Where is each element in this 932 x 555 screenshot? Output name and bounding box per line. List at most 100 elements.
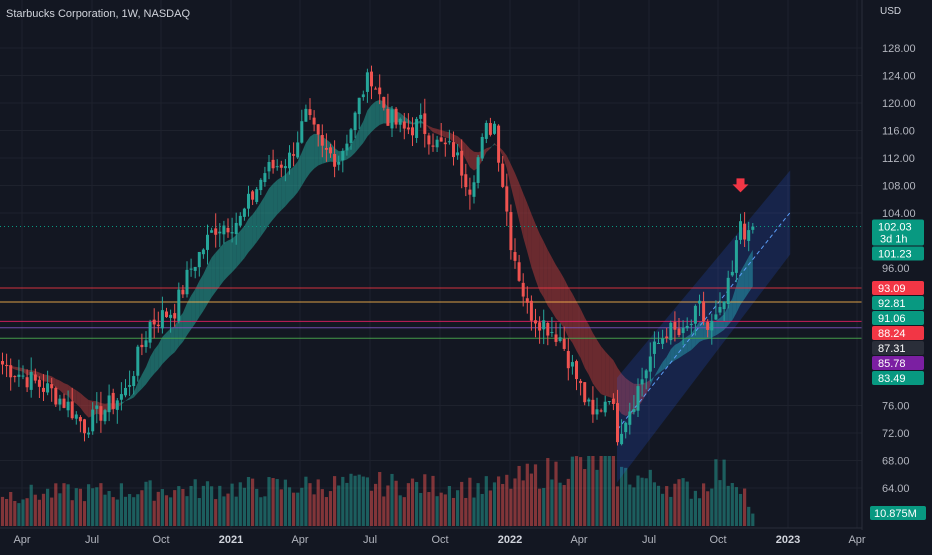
candle-body xyxy=(362,94,365,97)
candle-body xyxy=(251,191,254,199)
volume-bar xyxy=(542,488,545,526)
candle-body xyxy=(124,388,127,395)
candle-body xyxy=(304,109,307,122)
ribbon-segment xyxy=(212,252,216,297)
volume-bar xyxy=(669,497,672,526)
candle-body xyxy=(190,269,193,270)
ribbon-segment xyxy=(167,329,171,360)
volume-bar xyxy=(559,483,562,526)
price-label-text: 93.09 xyxy=(878,283,906,295)
ribbon-segment xyxy=(609,356,613,399)
candle-body xyxy=(177,290,180,321)
candle-body xyxy=(653,342,656,354)
candle-body xyxy=(140,345,143,347)
volume-bar xyxy=(583,469,586,526)
volume-bar xyxy=(739,494,742,526)
volume-bar xyxy=(210,486,213,526)
ribbon-segment xyxy=(310,134,314,173)
ribbon-segment xyxy=(146,357,150,384)
ribbon-segment xyxy=(523,193,527,252)
candle-body xyxy=(54,388,57,405)
volume-bar xyxy=(657,486,660,526)
candle-body xyxy=(1,361,4,364)
candle-body xyxy=(210,230,213,232)
volume-bar xyxy=(304,477,307,526)
candle-body xyxy=(247,194,250,209)
candle-body xyxy=(272,160,275,168)
volume-bar xyxy=(513,478,516,526)
ribbon-segment xyxy=(458,136,462,151)
volume-bar xyxy=(153,501,156,526)
volume-bar xyxy=(185,496,188,526)
volume-bar xyxy=(423,474,426,526)
price-label-text: 102.03 xyxy=(878,222,912,234)
candle-body xyxy=(591,400,594,415)
volume-bar xyxy=(83,501,86,526)
volume-bar xyxy=(87,484,90,526)
candle-body xyxy=(235,223,238,234)
candle-body xyxy=(481,137,484,159)
ribbon-segment xyxy=(408,119,412,124)
volume-bar xyxy=(341,477,344,526)
volume-bar xyxy=(62,483,65,526)
candle-body xyxy=(559,337,562,341)
volume-bar xyxy=(329,491,332,526)
volume-bar xyxy=(460,482,463,526)
candle-body xyxy=(58,399,61,405)
ribbon-segment xyxy=(228,239,232,277)
candle-body xyxy=(317,124,320,134)
volume-bar xyxy=(714,459,717,526)
volume-bar xyxy=(636,476,639,526)
volume-bar xyxy=(362,477,365,526)
volume-bar xyxy=(157,492,160,526)
ribbon-segment xyxy=(363,110,367,143)
candle-body xyxy=(526,298,529,303)
volume-bar xyxy=(641,478,644,526)
candle-body xyxy=(161,310,164,328)
volume-bar xyxy=(378,472,381,526)
y-tick-label: 108.00 xyxy=(882,181,916,193)
arrow-marker xyxy=(733,178,749,192)
candle-body xyxy=(649,356,652,371)
ribbon-segment xyxy=(224,241,228,281)
volume-bar xyxy=(263,496,266,526)
y-tick-label: 116.00 xyxy=(882,126,915,138)
volume-bar xyxy=(103,495,106,526)
volume-bar xyxy=(399,495,402,526)
candle-body xyxy=(300,121,303,142)
candle-body xyxy=(436,140,439,148)
volume-bar xyxy=(526,464,529,526)
ribbon-segment xyxy=(277,177,281,214)
volume-bar xyxy=(518,466,521,526)
volume-bar xyxy=(288,487,291,526)
candle-body xyxy=(214,228,217,234)
price-label-text: 87.31 xyxy=(878,343,906,355)
volume-bar xyxy=(337,485,340,526)
volume-bar xyxy=(42,494,45,526)
volume-bar xyxy=(747,507,750,526)
candle-body xyxy=(79,417,82,421)
y-tick-label: 68.00 xyxy=(882,456,910,468)
volume-bar xyxy=(632,487,635,526)
candle-body xyxy=(518,262,521,281)
volume-bar xyxy=(116,500,119,526)
y-tick-label: 104.00 xyxy=(882,208,916,220)
volume-bar xyxy=(472,498,475,526)
candle-body xyxy=(231,232,234,233)
volume-bar xyxy=(710,489,713,526)
volume-bar xyxy=(54,483,57,526)
volume-bar xyxy=(214,499,217,526)
candle-body xyxy=(149,322,152,343)
candle-body xyxy=(440,137,443,141)
candle-body xyxy=(702,301,705,321)
volume-bar xyxy=(128,494,131,526)
ribbon-segment xyxy=(314,134,318,169)
candle-body xyxy=(579,381,582,383)
volume-bar xyxy=(296,493,299,526)
ribbon-segment xyxy=(191,289,195,329)
candle-body xyxy=(309,109,312,115)
candle-body xyxy=(386,109,389,126)
candle-body xyxy=(567,351,570,368)
